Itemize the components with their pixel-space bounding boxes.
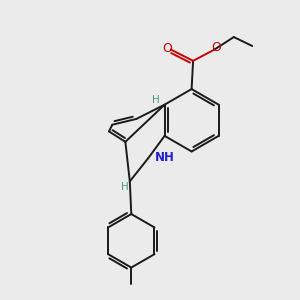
Text: O: O — [162, 42, 172, 55]
Text: H: H — [121, 182, 128, 192]
Text: O: O — [211, 41, 221, 54]
Text: NH: NH — [155, 151, 175, 164]
Text: H: H — [152, 95, 160, 105]
